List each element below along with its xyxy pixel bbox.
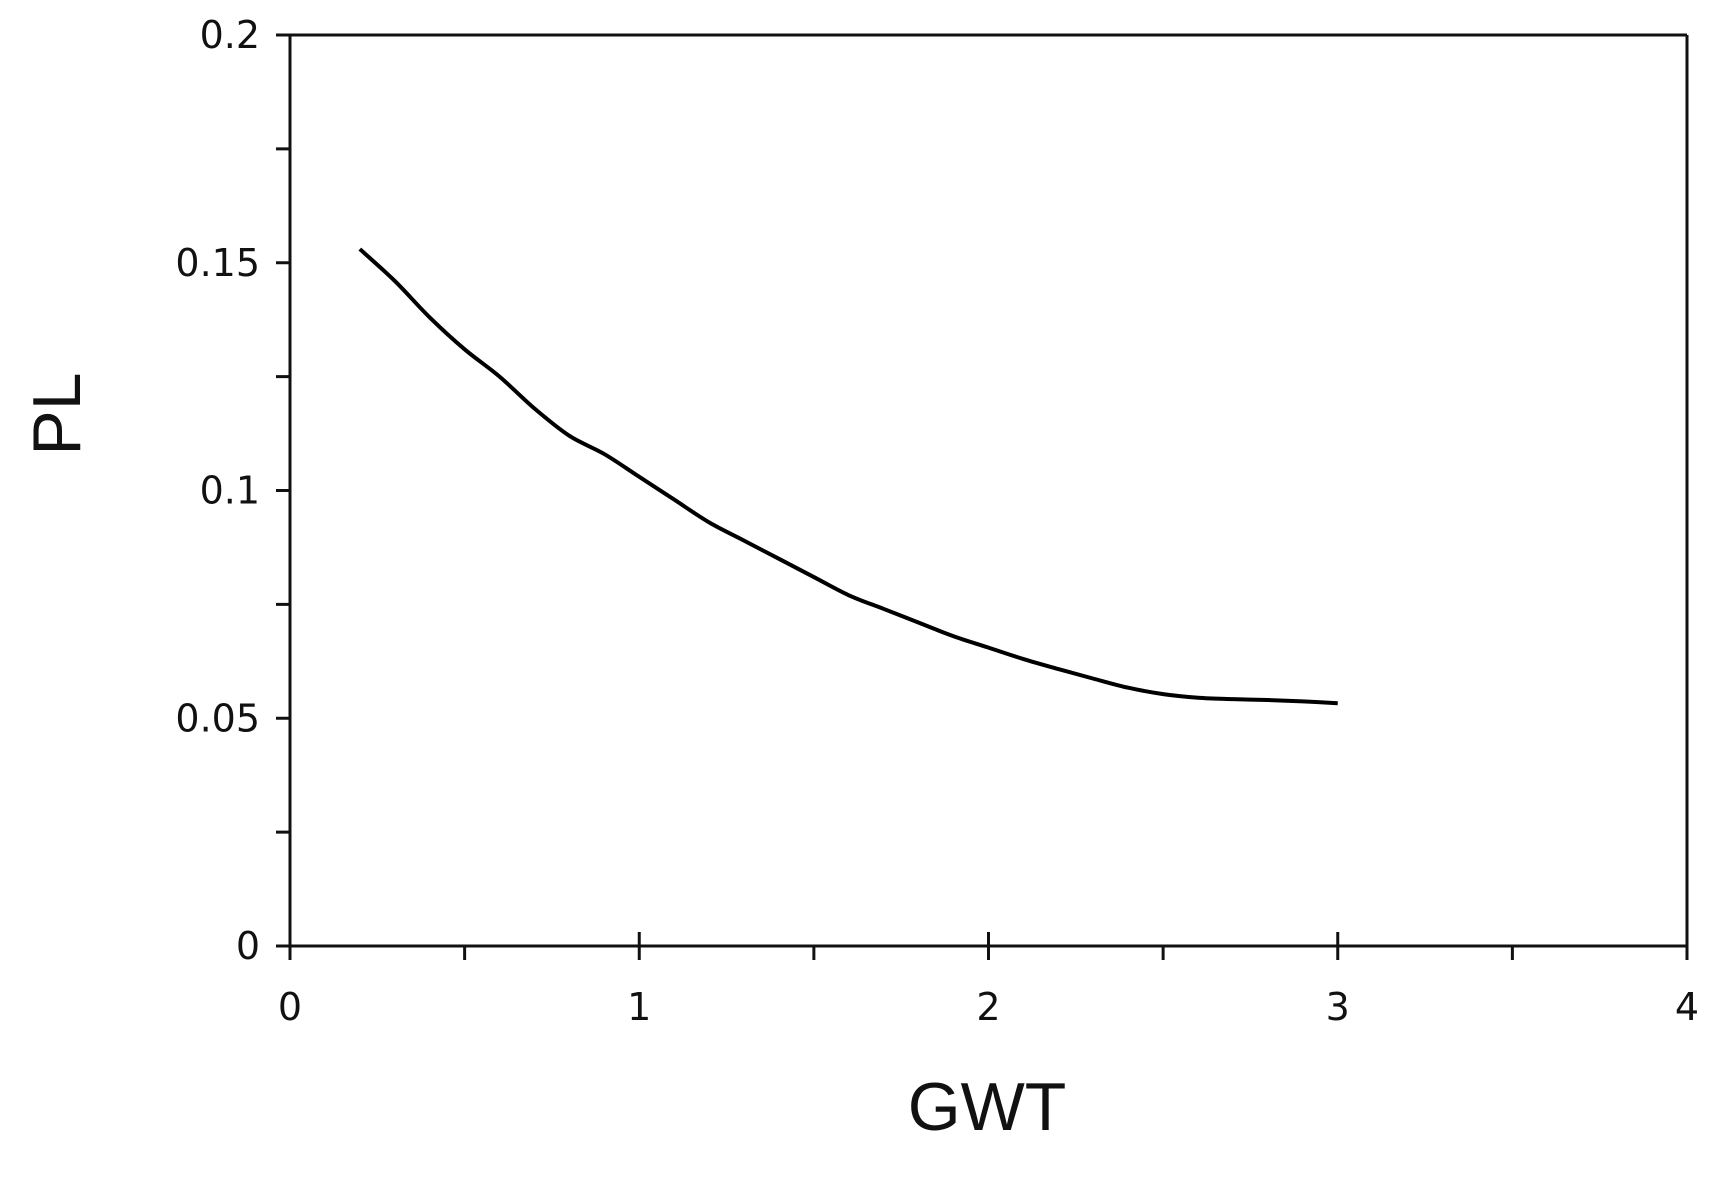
series-line xyxy=(358,247,1338,706)
y-axis-ticks: 0 0.05 0.1 0.15 0.2 xyxy=(175,13,290,968)
x-tick-label: 1 xyxy=(627,985,651,1029)
y-tick-label: 0 xyxy=(236,924,260,968)
y-tick-label: 0.05 xyxy=(175,696,260,740)
x-tick-label: 2 xyxy=(976,985,1000,1029)
y-tick-label: 0.2 xyxy=(200,13,260,57)
series-layer xyxy=(358,247,1338,706)
y-tick-label: 0.1 xyxy=(200,469,260,513)
plot-frame xyxy=(288,33,1689,948)
x-axis-ticks: 0 1 2 3 4 xyxy=(278,932,1699,1029)
x-tick-label: 3 xyxy=(1326,985,1350,1029)
y-tick-label: 0.15 xyxy=(175,241,260,285)
x-tick-label: 0 xyxy=(278,985,302,1029)
x-tick-label: 4 xyxy=(1675,985,1699,1029)
y-axis-title: PL xyxy=(19,372,95,455)
x-axis-title: GWT xyxy=(908,1069,1067,1145)
